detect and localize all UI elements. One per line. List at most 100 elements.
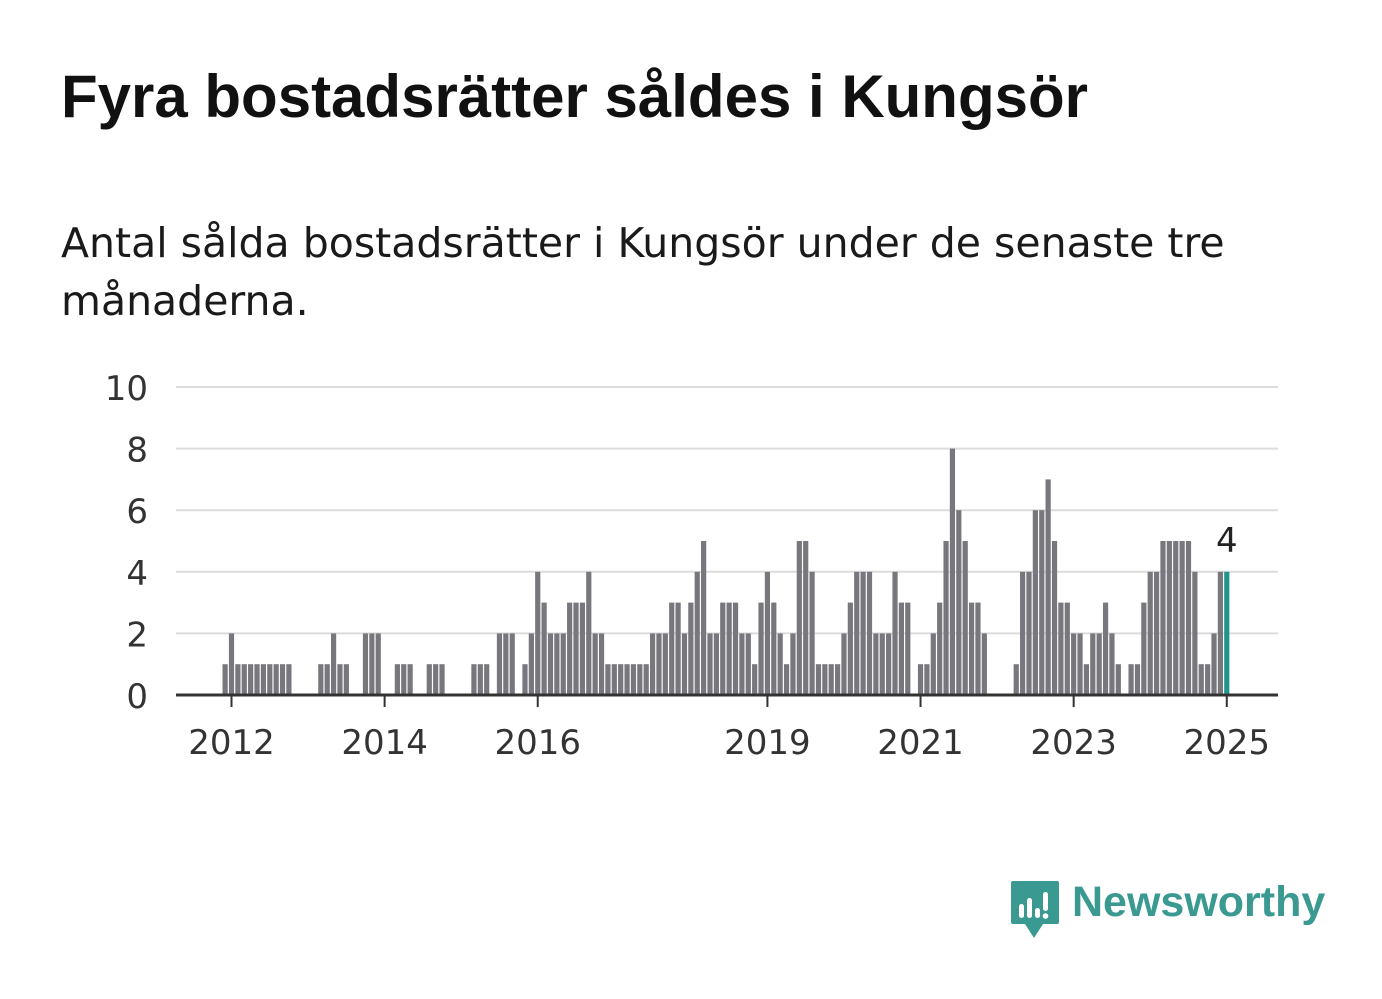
bar (1026, 571, 1032, 695)
bar (241, 664, 247, 695)
bar (535, 571, 541, 695)
bar (1083, 664, 1090, 695)
grid-lines (176, 386, 1278, 635)
bar (1115, 664, 1121, 695)
bar (439, 664, 445, 695)
bar (866, 571, 873, 695)
bar (822, 664, 828, 695)
bar (567, 602, 573, 695)
annotations: 4 (1216, 521, 1238, 561)
bar (586, 571, 592, 695)
bar (426, 664, 432, 695)
x-tick-label: 2021 (877, 723, 964, 763)
y-tick-label: 4 (126, 554, 148, 594)
latest-value-label: 4 (1216, 521, 1238, 561)
bar (783, 664, 790, 695)
bar (898, 602, 904, 695)
bar (630, 664, 637, 695)
bar (369, 633, 375, 695)
bar (1141, 602, 1147, 695)
bar (343, 664, 349, 695)
bar (1154, 571, 1160, 695)
bar (924, 664, 930, 695)
bar (1147, 571, 1153, 695)
bar (803, 541, 809, 695)
bar (496, 633, 503, 695)
x-tick-label: 2019 (724, 723, 811, 763)
x-tick-label: 2023 (1030, 723, 1117, 763)
bar (688, 602, 694, 695)
bar (886, 633, 892, 695)
bar (828, 664, 834, 695)
bar (1160, 541, 1166, 695)
bar (1032, 510, 1038, 695)
bar (1051, 541, 1058, 695)
bar (522, 664, 528, 695)
bar (796, 541, 802, 695)
bar (592, 633, 598, 695)
bar (394, 664, 400, 695)
bar (286, 664, 292, 695)
bar (739, 633, 745, 695)
bar (484, 664, 490, 695)
bar (917, 664, 924, 695)
bar (707, 633, 713, 695)
bar (324, 664, 330, 695)
bar (330, 633, 337, 695)
bar (758, 602, 764, 695)
bar (260, 664, 266, 695)
bar (362, 633, 369, 695)
bar (841, 633, 847, 695)
bar (1090, 633, 1096, 695)
y-tick-label: 2 (126, 615, 148, 655)
bar (573, 602, 579, 695)
bar (401, 664, 407, 695)
bar (962, 541, 968, 695)
bar (375, 633, 381, 695)
bar (860, 571, 866, 695)
bar (273, 664, 279, 695)
newsworthy-logo: Newsworthy (1010, 878, 1326, 940)
brand-name: Newsworthy (1072, 878, 1326, 926)
bar (662, 633, 668, 695)
bar (726, 602, 732, 695)
bar (956, 510, 962, 695)
bar (547, 633, 554, 695)
bar (318, 664, 324, 695)
bar (643, 664, 649, 695)
bar (1102, 602, 1109, 695)
bar (1198, 664, 1204, 695)
bar (235, 664, 241, 695)
y-axis-ticks: 0 2 4 6 8 10 (105, 369, 148, 717)
bar (1224, 571, 1230, 695)
bar (764, 571, 771, 695)
x-tick-label: 2012 (188, 723, 275, 763)
y-tick-label: 10 (105, 369, 148, 409)
bar (1134, 664, 1141, 695)
chart-subtitle: Antal sålda bostadsrätter i Kungsör unde… (61, 219, 1225, 325)
bar (675, 602, 681, 695)
bar (1185, 541, 1192, 695)
bar (681, 633, 688, 695)
bar (720, 602, 726, 695)
x-axis-ticks: 2012 2014 2016 2019 2021 2023 2025 (188, 695, 1270, 763)
bar (847, 602, 853, 695)
bar (981, 633, 987, 695)
x-tick-label: 2025 (1184, 723, 1271, 763)
bar (1179, 541, 1185, 695)
bar (1020, 571, 1026, 695)
bar (554, 633, 560, 695)
bar (1211, 633, 1217, 695)
bar (254, 664, 260, 695)
bar (943, 541, 949, 695)
bar (579, 602, 585, 695)
bar (1217, 571, 1223, 695)
bar (1166, 541, 1172, 695)
bars (222, 448, 1230, 695)
bar (1205, 664, 1211, 695)
bar (949, 448, 956, 695)
bar (1077, 633, 1083, 695)
bar (694, 571, 700, 695)
bar (968, 602, 975, 695)
bar (815, 664, 822, 695)
